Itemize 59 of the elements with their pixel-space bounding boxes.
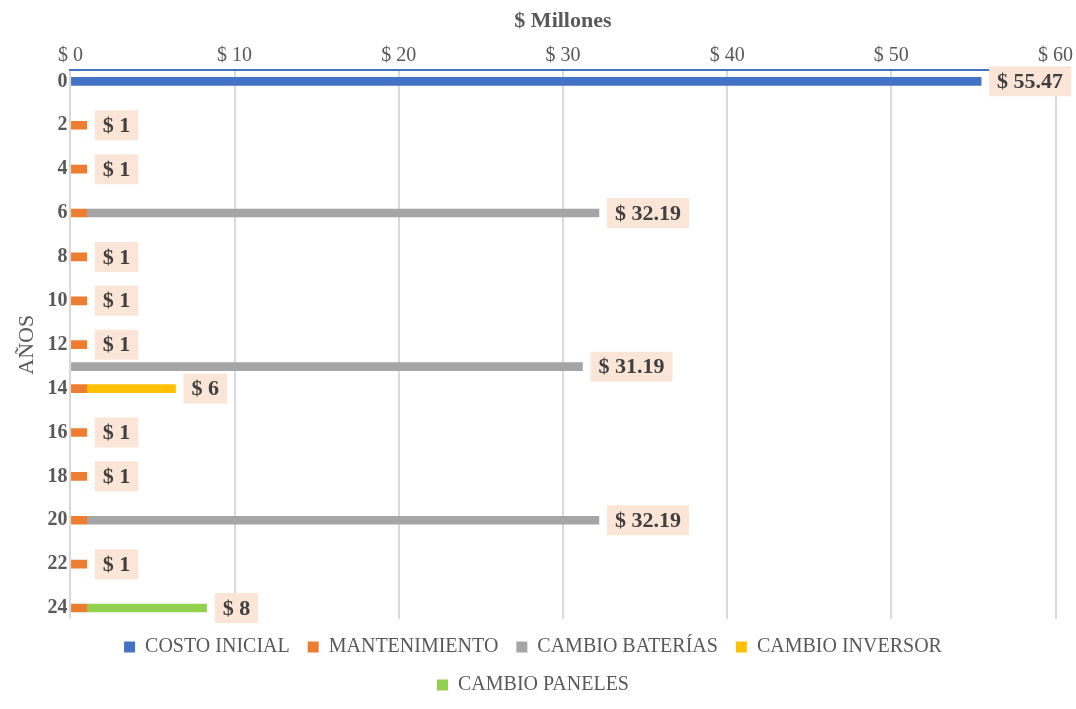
bar	[71, 603, 88, 613]
y-tick-label: 24	[47, 595, 68, 618]
total-label: $ 6	[191, 375, 219, 401]
y-tick-label: 20	[47, 507, 68, 530]
legend-label: CAMBIO INVERSOR	[756, 634, 943, 657]
bar	[86, 384, 176, 393]
total-label: $ 55.47	[997, 68, 1064, 94]
total-label: $ 1	[102, 243, 131, 269]
x-tick-label: $ 60	[1038, 42, 1073, 65]
bar	[86, 208, 600, 218]
bar	[71, 296, 88, 306]
y-tick-label: 18	[47, 463, 68, 486]
bar	[71, 559, 88, 569]
bar	[71, 340, 88, 350]
bar	[71, 77, 982, 86]
y-tick-label: 8	[57, 244, 68, 267]
bar	[71, 208, 88, 218]
bar	[71, 164, 88, 174]
total-label: $ 8	[222, 594, 251, 620]
bar	[71, 428, 88, 437]
y-tick-label: 22	[47, 551, 68, 574]
total-label: $ 1	[102, 550, 131, 576]
y-tick-label: 2	[57, 112, 68, 135]
bar	[86, 515, 600, 525]
total-label: $ 1	[102, 331, 131, 357]
bar	[71, 515, 88, 525]
bar	[86, 603, 207, 613]
x-tick-label: $ 30	[545, 42, 581, 65]
x-tick-label: $ 20	[381, 42, 417, 65]
legend-label: COSTO INICIAL	[145, 634, 290, 657]
total-label: $ 31.19	[598, 353, 665, 379]
y-tick-label: 10	[47, 287, 68, 310]
bar	[71, 252, 88, 262]
x-axis-title: $ Millones	[514, 6, 612, 32]
x-tick-label: $ 40	[709, 42, 745, 65]
x-tick-label: $ 10	[217, 42, 253, 65]
total-label: $ 32.19	[614, 506, 681, 532]
total-label: $ 1	[102, 111, 131, 137]
x-tick-label: $ 0	[57, 42, 83, 65]
total-label: $ 1	[102, 419, 131, 445]
legend-label: CAMBIO BATERÍAS	[537, 634, 718, 657]
y-tick-label: 12	[47, 331, 68, 354]
y-axis-title: AÑOS	[12, 314, 38, 375]
y-tick-label: 14	[47, 375, 68, 398]
legend-label: CAMBIO PANELES	[458, 672, 629, 695]
bar	[71, 120, 88, 130]
y-tick-label: 0	[57, 68, 68, 91]
total-label: $ 1	[102, 463, 131, 489]
bar	[71, 384, 88, 393]
y-tick-label: 6	[57, 200, 68, 223]
legend-label: MANTENIMIENTO	[328, 634, 499, 657]
total-label: $ 1	[102, 287, 131, 313]
x-tick-label: $ 50	[873, 42, 909, 65]
bar	[71, 362, 583, 371]
total-label: $ 32.19	[614, 199, 681, 225]
y-tick-label: 16	[47, 419, 68, 442]
bar	[71, 472, 88, 481]
y-tick-label: 4	[57, 156, 68, 179]
total-label: $ 1	[102, 155, 131, 181]
